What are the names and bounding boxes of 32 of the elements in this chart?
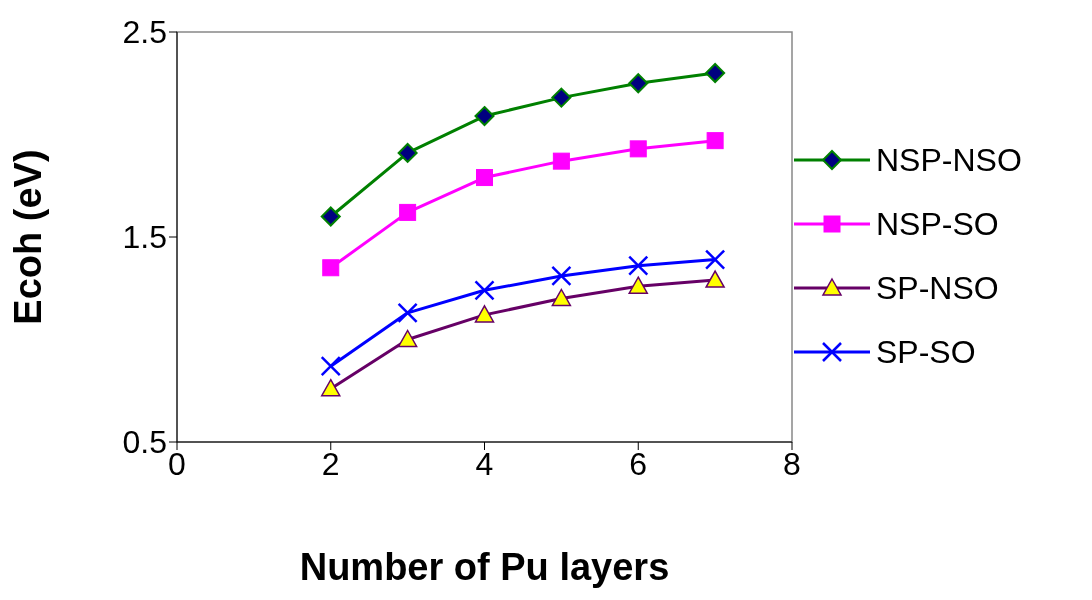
y-tick-label: 0.5 — [122, 424, 167, 461]
x-tick-label: 4 — [475, 445, 494, 482]
point — [320, 206, 341, 227]
point — [322, 259, 340, 277]
point — [397, 142, 418, 163]
legend-label: NSP-SO — [876, 205, 999, 243]
point — [628, 73, 649, 94]
point — [321, 378, 341, 397]
point — [629, 140, 647, 158]
legend-label: SP-SO — [876, 333, 976, 371]
x-tick-label: 0 — [168, 445, 186, 482]
legend-label: NSP-NSO — [876, 141, 1022, 179]
point — [706, 132, 724, 150]
point — [399, 203, 417, 221]
y-tick-label: 1.5 — [122, 219, 167, 256]
x-tick-label: 8 — [783, 445, 801, 482]
y-tick-label: 2.5 — [122, 14, 167, 51]
point — [705, 270, 725, 288]
point — [705, 63, 726, 83]
point — [476, 169, 493, 187]
y-axis-title: Ecoh (eV) — [7, 149, 50, 325]
legend-label: SP-NSO — [876, 269, 999, 307]
point — [628, 276, 648, 294]
x-axis-title: Number of Pu layers — [299, 546, 670, 588]
point — [551, 87, 572, 108]
x-tick-label: 2 — [321, 445, 340, 482]
x-tick-label: 6 — [629, 445, 648, 482]
point — [474, 305, 495, 323]
point — [474, 106, 495, 127]
point — [552, 152, 570, 170]
point — [397, 329, 418, 348]
point — [551, 288, 572, 307]
